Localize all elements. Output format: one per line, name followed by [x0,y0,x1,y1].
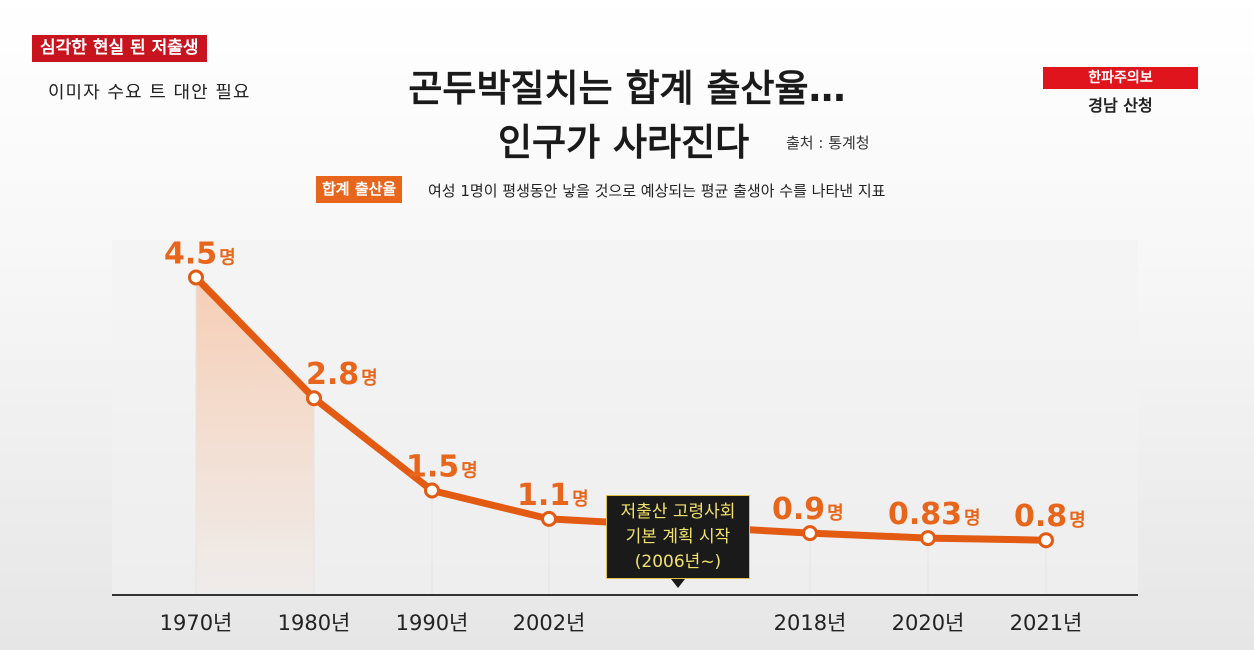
x-tick-label-3: 2002년 [513,611,586,635]
chart-title-line2: 인구가 사라진다 [498,121,750,164]
callout-line1: 저출산 고령사회 [620,502,736,522]
weather-alert-badge: 한파주의보 [1043,67,1198,89]
chart-title-line1: 곤두박질치는 합계 출산율… [408,67,846,110]
value-label-4: 0.9 명 [772,492,844,527]
data-point-0 [188,269,204,286]
value-label-0: 4.5 명 [164,237,236,272]
policy-callout-box: 저출산 고령사회 기본 계획 시작 (2006년~) [606,495,750,579]
data-point-1 [306,390,322,407]
callout-pointer [671,579,685,588]
data-point-5 [920,530,936,547]
value-label-1: 2.8 명 [306,357,378,392]
x-tick-label-5: 2020년 [892,611,965,635]
source-label: 출처 : 통계청 [786,134,870,152]
data-point-3 [541,510,557,527]
callout-line2: 기본 계획 시작 [625,527,731,547]
value-label-2: 1.5 명 [406,450,478,485]
definition-text: 여성 1명이 평생동안 낳을 것으로 예상되는 평균 출생아 수를 나타낸 지표 [428,182,886,200]
x-tick-label-1: 1980년 [278,611,351,635]
ticker-text: 이미자 수요 트 대안 필요 [48,82,251,103]
value-label-5: 0.83 명 [888,497,981,532]
x-tick-label-2: 1990년 [396,611,469,635]
data-point-4 [802,525,818,542]
data-point-6 [1038,532,1054,549]
callout-line3: (2006년~) [634,552,722,572]
data-point-2 [424,482,440,499]
x-tick-label-6: 2021년 [1010,611,1083,635]
area-fill-1970-1980 [196,277,314,595]
news-tag-label: 심각한 현실 된 저출생 [32,35,207,62]
x-tick-label-0: 1970년 [160,611,233,635]
x-tick-label-4: 2018년 [774,611,847,635]
value-label-6: 0.8 명 [1014,499,1086,534]
region-label: 경남 산청 [1088,96,1153,115]
definition-label: 합계 출산율 [316,176,403,203]
value-label-3: 1.1 명 [517,478,589,513]
